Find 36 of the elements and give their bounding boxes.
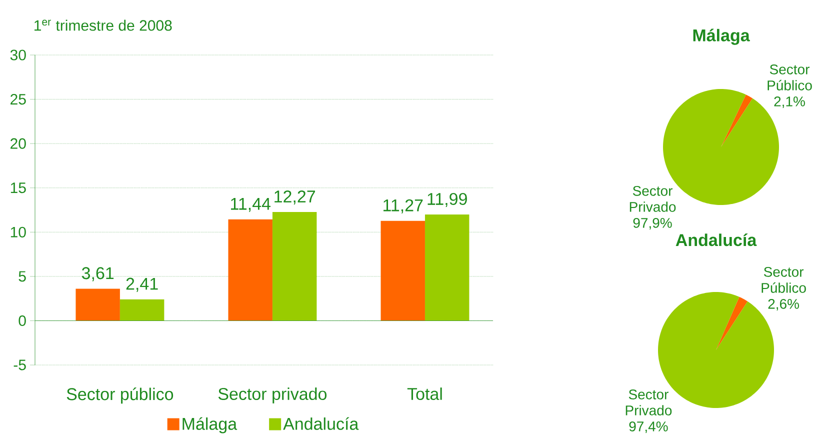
slice-label: Sector Privado (626, 389, 672, 416)
chart-title: Málaga (693, 28, 750, 45)
x-tick-label: Sector privado (218, 388, 327, 404)
data-label: 11,27 (384, 199, 423, 214)
y-tick-label: 15 (10, 182, 26, 194)
data-label: 97,4% (629, 421, 668, 434)
slice-label: Sector Privado (630, 186, 676, 212)
y-tick-label: -5 (14, 360, 26, 370)
data-label: 97,9% (633, 218, 672, 230)
data-label: 2,1% (774, 96, 805, 108)
bar (424, 214, 470, 321)
y-tick-label: 20 (10, 138, 26, 149)
data-label: 2,41 (126, 278, 158, 292)
legend-label: Málaga (182, 417, 238, 434)
bar (76, 288, 120, 321)
data-label: 2,6% (768, 298, 800, 311)
data-label: 12,27 (274, 190, 315, 205)
chart-title: 1$^{er}$ trimestre de 2008 (34, 20, 172, 31)
y-tick-label: 30 (10, 50, 26, 60)
data-label: 11,44 (231, 198, 270, 212)
bar (272, 212, 317, 321)
y-tick-label: 0 (18, 315, 26, 326)
y-tick-label: 5 (18, 271, 26, 282)
y-tick-label: 10 (10, 226, 26, 238)
x-tick-label: Sector público (66, 388, 174, 404)
slice-label: Sector Público (768, 64, 812, 90)
y-tick-label: 25 (10, 94, 26, 105)
slice-label: Sector Público (762, 266, 806, 293)
data-label: 11,99 (428, 192, 467, 207)
bar (380, 220, 425, 321)
x-tick-label: Total (407, 388, 442, 400)
data-label: 3,61 (82, 267, 114, 282)
chart-title: Andalucía (676, 233, 757, 246)
bar (228, 219, 272, 321)
bar (120, 299, 164, 321)
legend-label: Andalucía (283, 417, 359, 430)
